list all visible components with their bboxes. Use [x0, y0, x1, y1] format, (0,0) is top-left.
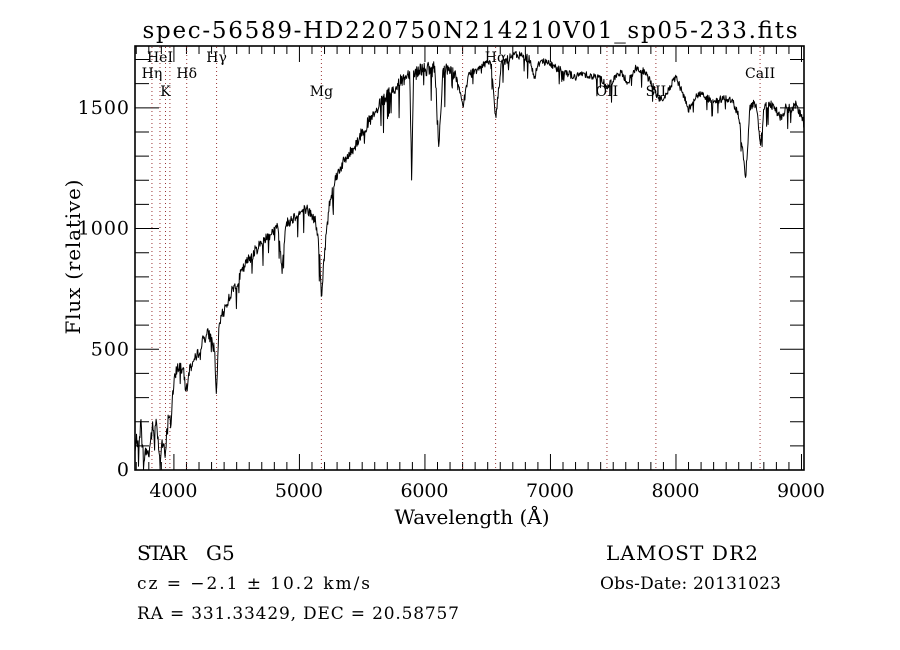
y-axis-title: Flux (relative) [61, 180, 85, 335]
plot-box [134, 45, 805, 471]
spectral-line-label: Hγ [206, 50, 227, 66]
spectral-line-label: Hη [142, 66, 163, 82]
chart-title: spec-56589-HD220750N214210V01_sp05-233.f… [143, 18, 798, 44]
obs-date-label: Obs-Date: 20131023 [600, 574, 781, 594]
y-tick-label: 1500 [78, 97, 130, 119]
x-tick-label: 5000 [275, 480, 324, 502]
ra-dec-label: RA = 331.33429, DEC = 20.58757 [137, 604, 459, 624]
object-type-label: STAR [137, 541, 188, 565]
axis-ticks [135, 46, 804, 470]
object-subclass-label: G5 [206, 541, 235, 565]
survey-label: LAMOST DR2 [606, 541, 758, 565]
x-axis-title: Wavelength (Å) [394, 504, 549, 529]
x-tick-label: 4000 [149, 480, 198, 502]
spectral-line-label: CaII [745, 66, 775, 82]
spectrum-line [134, 51, 805, 470]
x-tick-label: 6000 [400, 480, 449, 502]
spectral-line-label: HeI [147, 50, 173, 66]
x-tick-label: 8000 [651, 480, 700, 502]
y-tick-label: 0 [117, 459, 130, 481]
y-tick-label: 1000 [78, 218, 130, 240]
spectral-line-label: Hδ [176, 66, 197, 82]
spectral-line-label: K [160, 84, 171, 100]
cz-velocity-label: cz = −2.1 ± 10.2 km/s [137, 574, 370, 594]
spectral-line-label: SII [646, 84, 667, 100]
plot-generated-content: 4000 5000 6000 7000 8000 9000 0 500 1000 1500 [78, 46, 826, 502]
spectral-line-label: Hα [485, 50, 507, 66]
y-tick-label: 500 [91, 338, 130, 360]
spectral-line-label: Mg [310, 84, 333, 100]
x-tick-label: 7000 [526, 480, 575, 502]
spectral-line-label: OII [596, 84, 619, 100]
x-tick-label: 9000 [777, 480, 826, 502]
